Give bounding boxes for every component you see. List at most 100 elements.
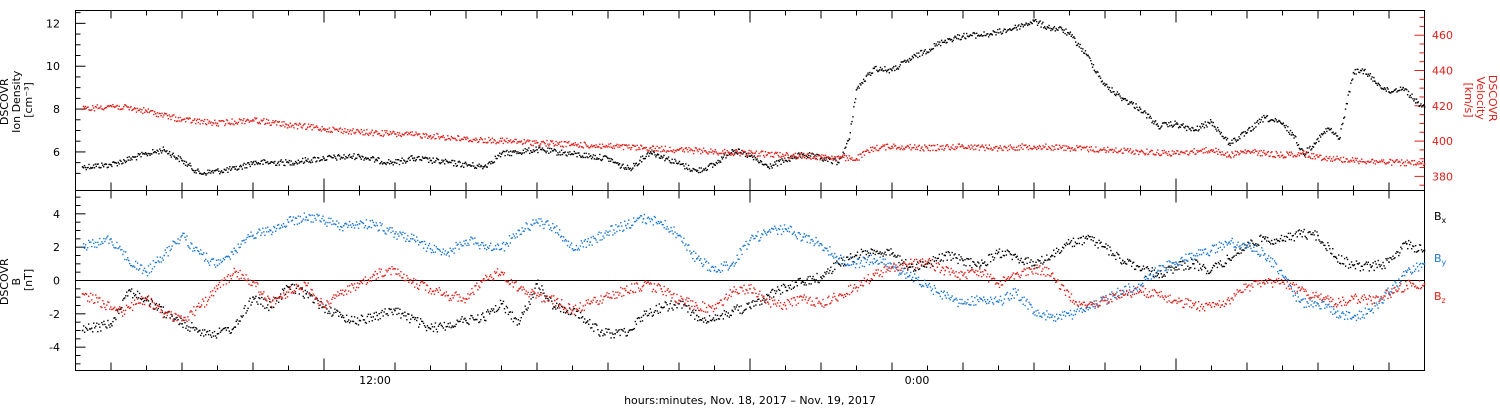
data-point <box>306 128 308 130</box>
data-point <box>665 151 667 153</box>
data-point <box>1033 20 1035 23</box>
data-point <box>309 125 312 128</box>
data-point <box>1056 29 1058 31</box>
data-point <box>788 157 790 159</box>
data-point <box>716 162 718 165</box>
data-point <box>1236 150 1238 153</box>
data-point <box>1349 266 1352 269</box>
data-point <box>679 163 682 166</box>
data-point <box>378 132 381 135</box>
data-point <box>357 130 360 132</box>
data-point <box>460 166 462 168</box>
data-point <box>713 150 716 153</box>
data-point <box>404 132 406 135</box>
data-point <box>220 329 223 332</box>
data-point <box>1369 263 1371 266</box>
data-point <box>1267 240 1270 243</box>
data-point <box>943 149 945 151</box>
data-point <box>543 292 545 294</box>
data-point <box>619 334 621 337</box>
data-point <box>862 250 865 252</box>
data-point <box>508 140 511 143</box>
data-point <box>399 308 401 310</box>
data-point <box>325 159 327 161</box>
data-point <box>266 122 269 124</box>
data-point <box>1100 149 1103 151</box>
data-point <box>944 39 947 42</box>
data-point <box>678 149 680 151</box>
data-point <box>556 154 558 156</box>
data-point <box>489 138 492 141</box>
data-point <box>1107 88 1110 91</box>
data-point <box>614 333 616 335</box>
data-point <box>1336 135 1339 137</box>
data-point <box>879 147 882 150</box>
data-point <box>190 122 192 124</box>
data-point <box>1179 126 1182 128</box>
data-point <box>953 37 955 39</box>
data-point <box>1119 95 1121 97</box>
data-point <box>565 154 567 156</box>
data-point <box>190 165 192 167</box>
data-point <box>387 162 389 164</box>
data-point <box>991 256 994 258</box>
data-point <box>346 131 348 133</box>
data-point <box>1113 254 1115 257</box>
data-point <box>663 150 666 152</box>
data-point <box>153 265 156 268</box>
data-point <box>468 164 470 166</box>
data-point <box>1188 268 1190 270</box>
data-point <box>1079 145 1082 147</box>
data-point <box>208 120 211 122</box>
data-point <box>283 287 286 290</box>
data-point <box>976 35 979 37</box>
data-point <box>463 318 465 320</box>
data-point <box>808 283 810 285</box>
data-point <box>735 306 737 308</box>
data-point <box>106 105 109 108</box>
data-point <box>181 323 183 325</box>
data-point <box>1238 136 1240 138</box>
data-point <box>953 148 955 150</box>
data-point <box>896 256 898 258</box>
data-point <box>1095 241 1097 244</box>
data-point <box>580 146 583 148</box>
data-point <box>1189 128 1191 130</box>
data-point <box>1126 149 1128 151</box>
data-point <box>351 129 353 132</box>
data-point <box>539 146 541 148</box>
data-point <box>1420 249 1423 251</box>
data-point <box>669 302 671 305</box>
data-point <box>295 161 298 164</box>
data-point <box>862 150 865 153</box>
data-point <box>532 296 534 299</box>
data-point <box>163 114 165 116</box>
data-point <box>273 122 275 124</box>
data-point <box>1290 151 1293 153</box>
data-point <box>1016 255 1018 258</box>
data-point <box>402 134 404 136</box>
data-point <box>141 272 144 275</box>
data-point <box>611 332 613 334</box>
data-point <box>1311 148 1313 150</box>
data-point <box>1323 131 1325 133</box>
data-point <box>1297 152 1300 154</box>
data-point <box>985 264 988 267</box>
data-point <box>404 160 406 162</box>
data-point <box>658 157 661 159</box>
data-point <box>267 163 270 165</box>
data-point <box>819 279 821 282</box>
data-point <box>667 156 670 158</box>
data-point <box>1094 151 1096 153</box>
data-point <box>764 163 766 165</box>
data-point <box>543 141 545 144</box>
data-point <box>533 293 535 295</box>
data-point <box>1215 147 1217 150</box>
data-point <box>1211 124 1214 127</box>
data-point <box>1322 158 1325 160</box>
data-point <box>265 161 267 164</box>
data-point <box>628 329 631 332</box>
data-point <box>170 118 172 121</box>
data-point <box>301 160 303 163</box>
data-point <box>865 253 868 256</box>
